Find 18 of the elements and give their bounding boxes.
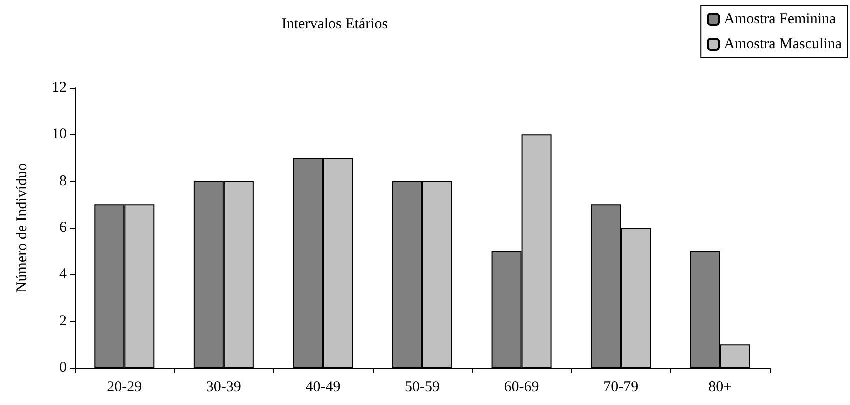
x-tick-label: 50-59 <box>405 380 440 396</box>
x-tick-label: 60-69 <box>504 380 540 396</box>
y-tick-label: 4 <box>60 266 68 283</box>
y-tick-label: 0 <box>60 360 67 376</box>
legend-label: Amostra Masculina <box>724 36 842 52</box>
y-tick-label: 6 <box>60 220 68 236</box>
y-tick-label: 12 <box>52 80 67 96</box>
y-tick-label: 2 <box>60 313 67 330</box>
x-tick-label: 30-39 <box>206 380 242 396</box>
legend-label: Amostra Feminina <box>724 12 837 28</box>
x-tick-label: 70-79 <box>604 380 639 396</box>
chart-title: Intervalos Etários <box>282 16 388 32</box>
x-tick-label: 80+ <box>708 380 732 396</box>
y-tick-label: 8 <box>60 173 67 190</box>
x-tick-label: 40-49 <box>306 380 341 396</box>
y-axis-title: Número de Indivíduo <box>14 163 30 293</box>
y-tick-label: 10 <box>52 126 67 143</box>
x-tick-label: 20-29 <box>107 380 142 396</box>
